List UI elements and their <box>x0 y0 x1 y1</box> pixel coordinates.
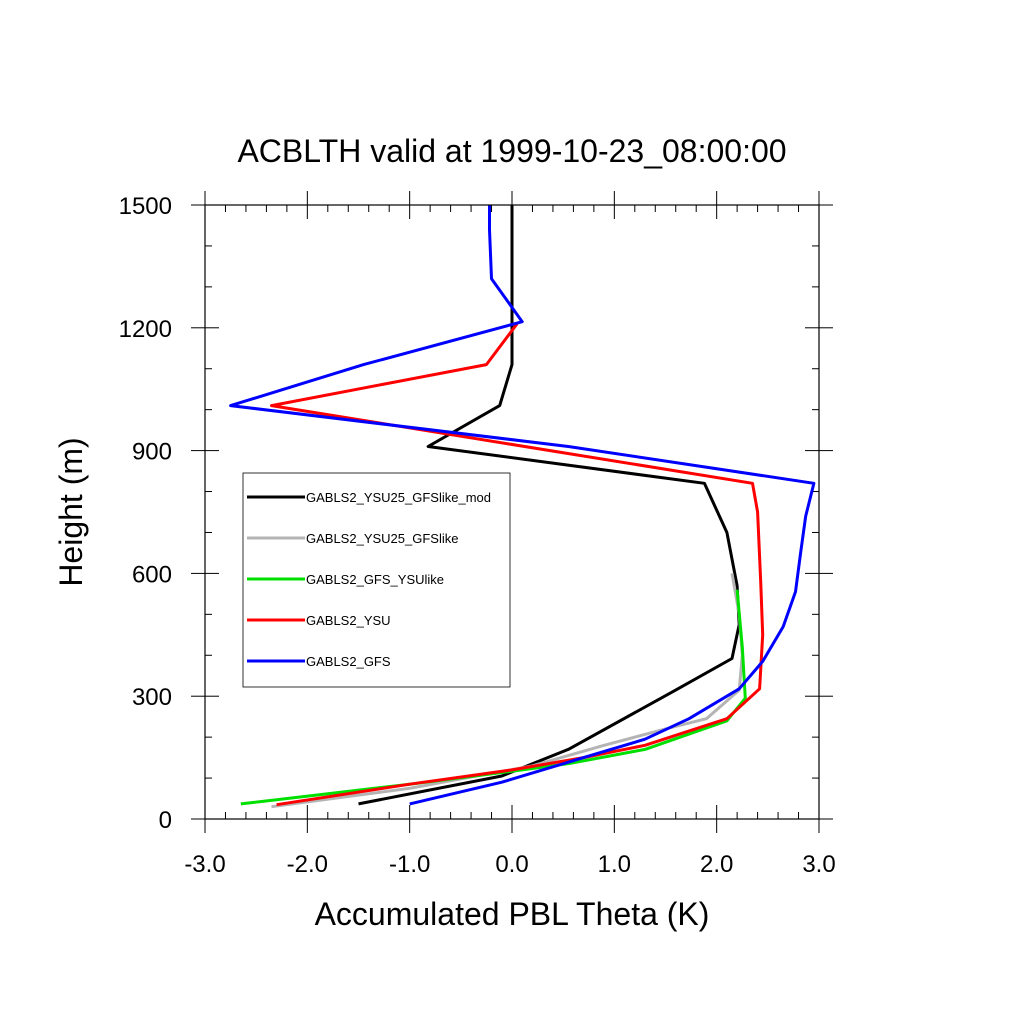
x-axis-label: Accumulated PBL Theta (K) <box>315 896 710 932</box>
legend-label: GABLS2_YSU25_GFSlike_mod <box>306 490 491 505</box>
x-tick-label: -1.0 <box>389 851 430 878</box>
y-tick-label: 600 <box>132 561 172 588</box>
legend-label: GABLS2_GFS_YSUlike <box>306 572 444 587</box>
series-line <box>358 205 741 806</box>
chart-title: ACBLTH valid at 1999-10-23_08:00:00 <box>237 133 786 169</box>
legend-label: GABLS2_YSU25_GFSlike <box>306 531 458 546</box>
x-tick-label: 3.0 <box>802 851 835 878</box>
x-tick-label: 2.0 <box>700 851 733 878</box>
series-lines <box>229 205 816 809</box>
legend-label: GABLS2_GFS <box>306 654 391 669</box>
x-tick-label: 0.0 <box>495 851 528 878</box>
x-tick-label: -2.0 <box>287 851 328 878</box>
legend-label: GABLS2_YSU <box>306 613 391 628</box>
series-line <box>229 205 816 806</box>
x-tick-label: 1.0 <box>598 851 631 878</box>
y-tick-label: 0 <box>159 807 172 834</box>
y-tick-label: 1200 <box>119 316 172 343</box>
legend: GABLS2_YSU25_GFSlike_mod GABLS2_YSU25_GFS… <box>242 472 511 688</box>
plot-frame <box>204 204 820 820</box>
x-tick-label: -3.0 <box>184 851 225 878</box>
y-tick-label: 900 <box>132 439 172 466</box>
y-tick-label: 300 <box>132 684 172 711</box>
y-tick-label: 1500 <box>119 193 172 220</box>
y-axis-label: Height (m) <box>53 437 89 586</box>
